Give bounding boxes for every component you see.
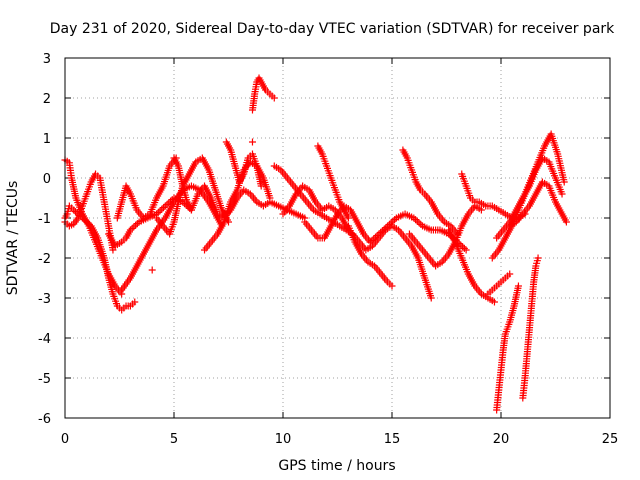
y-tick-label: -2 [38,252,51,267]
data-point [415,219,423,227]
series-track-b [61,156,126,298]
data-point [562,218,570,226]
data-point [257,182,265,190]
data-point [266,194,274,202]
x-tick-label: 25 [602,432,619,447]
data-point [558,190,566,198]
data-point [514,282,522,290]
series-track-w [445,226,498,306]
data-point [427,294,435,302]
data-point [506,270,514,278]
y-tick-label: -4 [38,332,51,347]
series-track-h [153,154,232,238]
x-tick-label: 15 [384,432,401,447]
y-tick-label: -5 [38,372,51,387]
plot-frame [64,57,611,419]
chart-title: Day 231 of 2020, Sidereal Day-to-day VTE… [50,21,615,37]
series-track-g [148,266,156,274]
data-point [413,217,421,225]
y-tick-label: -6 [38,412,51,427]
data-point [560,178,568,186]
y-tick-label: 0 [43,172,51,187]
data-point [344,214,352,222]
data-point [388,282,396,290]
series-track-z [493,282,522,414]
series-track-q [314,142,352,222]
series-track-aa [519,254,542,402]
data-point [462,246,470,254]
data-point [534,254,542,262]
x-axis-label: GPS time / hours [278,458,395,474]
y-tick-label: 2 [43,92,51,107]
y-axis-label: SDTVAR / TECUs [5,181,21,296]
series-track-l [248,74,278,114]
data-point [132,221,140,229]
x-tick-label: 5 [170,432,178,447]
data-point [490,298,498,306]
y-axis: -6 -5 -4 -3 -2 -1 0 1 2 3 [38,52,610,427]
data-point [158,205,166,213]
data-point [270,94,278,102]
data-point [160,204,168,212]
series-track-y [484,270,514,298]
series-track-e [113,154,180,222]
data-point [130,223,138,231]
data-point [148,266,156,274]
series-track-dd [506,178,570,230]
series-track-u [399,146,461,238]
data-point [248,138,256,146]
data-point [389,217,397,225]
x-tick-label: 0 [61,432,69,447]
data-point [156,207,164,215]
series-track-p [301,202,374,246]
series-track-m [248,138,256,146]
data-point [387,219,395,227]
series-track-d [105,194,195,250]
data-points [61,74,570,414]
series-track-v [405,202,485,270]
data-point [477,206,485,214]
y-tick-label: 1 [43,132,51,147]
y-tick-label: -1 [38,212,51,227]
data-point [109,246,117,254]
x-tick-label: 20 [493,432,510,447]
series-track-i [170,154,309,222]
x-tick-label: 10 [275,432,292,447]
series-track-k [222,138,265,190]
y-tick-label: 3 [43,52,51,67]
y-tick-label: -3 [38,292,51,307]
data-point [131,298,139,306]
